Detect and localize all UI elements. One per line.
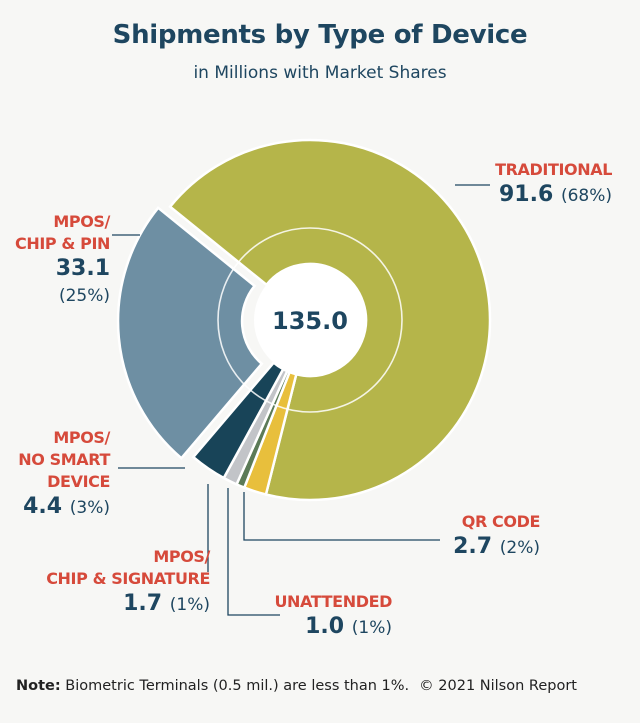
copyright: © 2021 Nilson Report (419, 678, 577, 694)
chart-title: Shipments by Type of Device (112, 20, 528, 50)
footer-note: Note: Biometric Terminals (0.5 mil.) are… (16, 678, 626, 694)
slice-name: CHIP & SIGNATURE (46, 569, 210, 588)
slice-value: 1.7 (123, 591, 170, 616)
slice-value-line: 33.1 (56, 256, 110, 281)
slice-value-line: 2.7 (2%) (453, 534, 540, 559)
slice-value: 33.1 (56, 256, 110, 281)
leader-qr-code (243, 492, 440, 541)
slice-share: (2%) (500, 538, 540, 558)
donut-hole (254, 264, 366, 376)
slice-name: NO SMART (18, 450, 110, 469)
slice-value-line: 1.7 (1%) (123, 591, 210, 616)
slice-name: TRADITIONAL (495, 160, 612, 179)
slice-value-line: 4.4 (3%) (23, 494, 110, 519)
note-label: Note: (16, 678, 61, 694)
label-mpos-chip-pin: MPOS/CHIP & PIN 33.1 (25%) (15, 212, 111, 306)
label-mpos-chip-signature: MPOS/CHIP & SIGNATURE 1.7 (1%) (46, 547, 211, 616)
label-qr-code: QR CODE 2.7 (2%) (453, 512, 540, 559)
note-text: Biometric Terminals (0.5 mil.) are less … (60, 678, 410, 694)
slice-share: (25%) (59, 286, 110, 306)
slice-name: CHIP & PIN (15, 234, 110, 253)
slice-mpos-chip-pin (116, 206, 264, 460)
slice-value: 4.4 (23, 494, 70, 519)
leader-lines (112, 184, 490, 616)
label-unattended: UNATTENDED 1.0 (1%) (274, 592, 392, 639)
slice-share: (1%) (352, 618, 392, 638)
slice-value: 2.7 (453, 534, 500, 559)
slice-value: 1.0 (305, 614, 352, 639)
slice-labels: TRADITIONAL 91.6 (68%) QR CODE 2.7 (2%) UNAT… (15, 160, 613, 639)
label-mpos-no-smart-device: MPOS/NO SMART DEVICE 4.4 (3%) (18, 428, 111, 519)
donut-chart: 135.0 TRADITIONAL 91.6 (68%) QR CODE 2.7 (2… (15, 138, 613, 639)
label-traditional: TRADITIONAL 91.6 (68%) (495, 160, 612, 207)
slice-name: MPOS/ (153, 547, 210, 566)
slice-value-line: 91.6 (68%) (499, 182, 612, 207)
slice-share: (3%) (70, 498, 110, 518)
slice-value: 91.6 (499, 182, 561, 207)
slice-name: QR CODE (462, 512, 540, 531)
slice-traditional (168, 138, 492, 502)
slice-share: (68%) (561, 186, 612, 206)
chart-subtitle: in Millions with Market Shares (193, 63, 447, 83)
slice-name: DEVICE (47, 472, 110, 491)
slice-name: MPOS/ (53, 428, 110, 447)
slice-name: UNATTENDED (274, 592, 392, 611)
slice-value-line: 1.0 (1%) (305, 614, 392, 639)
leader-unattended (227, 488, 280, 616)
inner-ring (217, 227, 403, 413)
total-label: 135.0 (272, 307, 348, 335)
slice-share: (1%) (170, 595, 210, 615)
slice-name: MPOS/ (53, 212, 110, 231)
